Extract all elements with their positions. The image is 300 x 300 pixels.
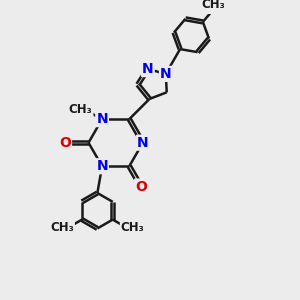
Text: CH₃: CH₃: [201, 0, 225, 11]
Text: N: N: [160, 67, 172, 81]
Text: CH₃: CH₃: [121, 221, 145, 234]
Text: O: O: [135, 179, 147, 194]
Text: N: N: [96, 112, 108, 126]
Text: O: O: [59, 136, 71, 150]
Text: N: N: [96, 159, 108, 173]
Text: CH₃: CH₃: [69, 103, 92, 116]
Text: N: N: [142, 62, 154, 76]
Text: CH₃: CH₃: [50, 221, 74, 234]
Text: N: N: [137, 136, 149, 150]
